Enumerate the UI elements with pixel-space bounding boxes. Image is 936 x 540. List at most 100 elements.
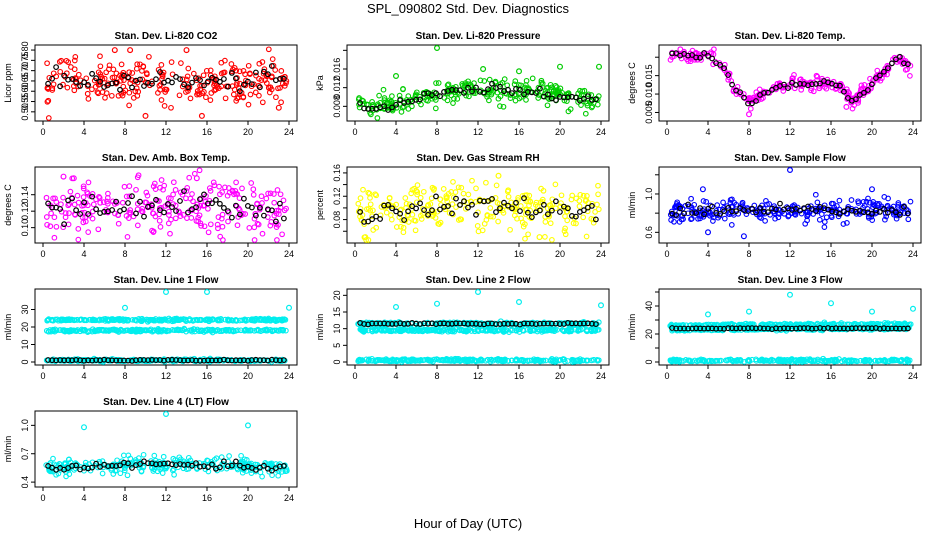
point [157, 466, 163, 473]
point [189, 328, 195, 335]
point [542, 234, 548, 240]
point [276, 316, 283, 323]
figure-title: SPL_090802 Std. Dev. Diagnostics [366, 1, 570, 16]
point [63, 57, 70, 64]
mean-point [581, 207, 587, 214]
point [372, 327, 378, 333]
mean-point [673, 50, 679, 57]
point [65, 317, 71, 323]
point [203, 94, 209, 101]
point [549, 237, 555, 243]
y-tick-label: 1.0 [20, 419, 30, 432]
point [126, 89, 133, 96]
point [71, 317, 78, 324]
outlier-point [433, 45, 440, 52]
point [360, 327, 367, 334]
mean-point [73, 79, 79, 85]
point [409, 186, 416, 193]
point [389, 356, 396, 363]
point [130, 327, 137, 334]
point [66, 210, 72, 216]
point [217, 191, 223, 198]
point [57, 68, 64, 75]
point [384, 357, 391, 364]
point [194, 201, 201, 208]
point [458, 184, 465, 191]
outlier-point [704, 229, 711, 236]
point [232, 188, 239, 194]
outlier-point [392, 72, 399, 79]
point [185, 65, 192, 72]
point [546, 212, 552, 218]
point [688, 216, 694, 223]
mean-point [281, 215, 287, 222]
point [53, 223, 60, 230]
mean-point [273, 218, 279, 225]
mean-point [593, 216, 599, 223]
point [388, 98, 394, 105]
point [56, 58, 63, 65]
x-tick-label: 24 [284, 493, 294, 503]
point [65, 456, 72, 463]
point [201, 223, 208, 230]
point [798, 86, 805, 93]
x-tick-label: 20 [867, 127, 877, 137]
point [821, 84, 828, 90]
y-tick-label: 0.005 [644, 101, 654, 124]
outlier-point [121, 304, 128, 311]
point [750, 209, 756, 216]
mean-point [177, 76, 183, 82]
x-tick-label: 16 [202, 127, 212, 137]
point [841, 358, 848, 364]
point [118, 316, 124, 323]
point [49, 85, 56, 92]
point [207, 97, 214, 103]
y-tick-label: 0.08 [332, 211, 342, 229]
mean-point [860, 89, 867, 96]
point [821, 224, 828, 230]
point [495, 95, 502, 102]
point [388, 212, 394, 218]
mean-point [717, 62, 723, 68]
point [836, 197, 843, 204]
point [443, 356, 450, 362]
point [592, 209, 598, 215]
point [465, 191, 472, 198]
mean-point [876, 72, 883, 79]
point [94, 89, 101, 96]
mean-point [185, 209, 191, 216]
point [121, 183, 128, 190]
point [895, 204, 901, 210]
mean-point [189, 79, 195, 86]
mean-point [97, 78, 103, 85]
point [383, 209, 390, 216]
point [389, 93, 395, 99]
point [207, 221, 214, 228]
mean-point [185, 84, 191, 91]
point [716, 358, 723, 364]
point [405, 106, 412, 112]
mean-point [709, 203, 715, 210]
point [230, 91, 237, 98]
point [396, 214, 403, 220]
y-tick-label: 0.008 [332, 95, 342, 118]
data-points [43, 411, 290, 480]
x-tick-label: 24 [284, 371, 294, 381]
point [560, 356, 567, 362]
point [580, 214, 587, 221]
point [763, 198, 769, 204]
mean-point [469, 201, 475, 208]
y-tick-label: 30 [20, 304, 30, 314]
point [255, 221, 262, 228]
mean-point [216, 78, 223, 85]
y-tick-label: 0 [20, 359, 30, 364]
mean-point [224, 83, 231, 90]
mean-point [45, 200, 51, 207]
point [124, 472, 131, 479]
point [562, 231, 569, 238]
point [216, 183, 222, 190]
point [676, 219, 683, 225]
mean-point [868, 81, 875, 88]
point [357, 195, 364, 201]
point [512, 97, 519, 104]
